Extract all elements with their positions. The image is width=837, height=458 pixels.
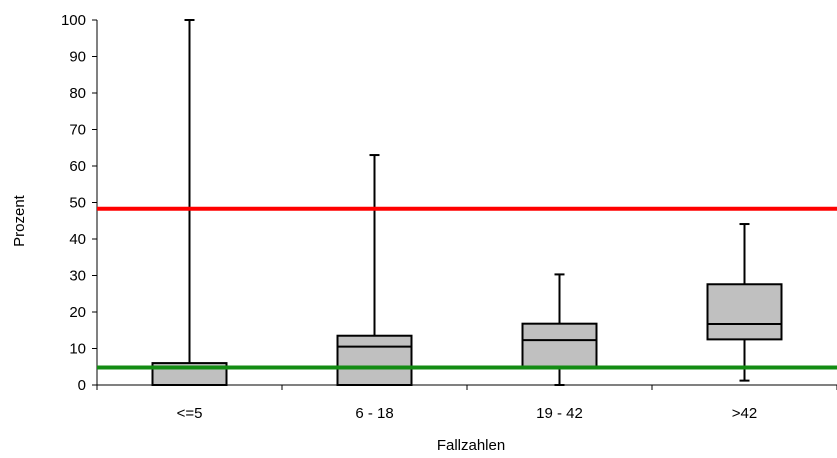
reference-lines [97,206,837,370]
y-tick-label: 90 [69,49,86,66]
box-series [151,19,783,387]
box-2 [336,154,413,387]
y-tick-label: 40 [69,231,86,248]
x-tick-label: 19 - 42 [536,405,583,422]
y-tick-label: 100 [61,12,86,29]
box-3 [521,273,598,386]
x-tick-label: <=5 [177,405,203,422]
y-tick-label: 80 [69,85,86,102]
box-4 [706,223,783,382]
x-tick-label: >42 [732,405,757,422]
y-tick-label: 50 [69,195,86,212]
x-axis: <=5 6 - 18 19 - 42 >42 [96,384,837,422]
y-tick-label: 0 [78,377,86,394]
y-tick-label: 70 [69,122,86,139]
x-tick-label: 6 - 18 [355,405,393,422]
box-1 [151,19,228,387]
y-axis-title: Prozent [11,194,28,247]
y-tick-label: 60 [69,158,86,175]
box-iqr [521,322,598,368]
box-iqr [706,283,783,341]
y-axis: 0 10 20 30 40 50 60 70 80 90 100 [61,12,98,394]
box-iqr [336,334,413,387]
y-tick-label: 30 [69,268,86,285]
y-tick-label: 10 [69,341,86,358]
y-tick-label: 20 [69,304,86,321]
x-axis-title: Fallzahlen [437,437,505,454]
